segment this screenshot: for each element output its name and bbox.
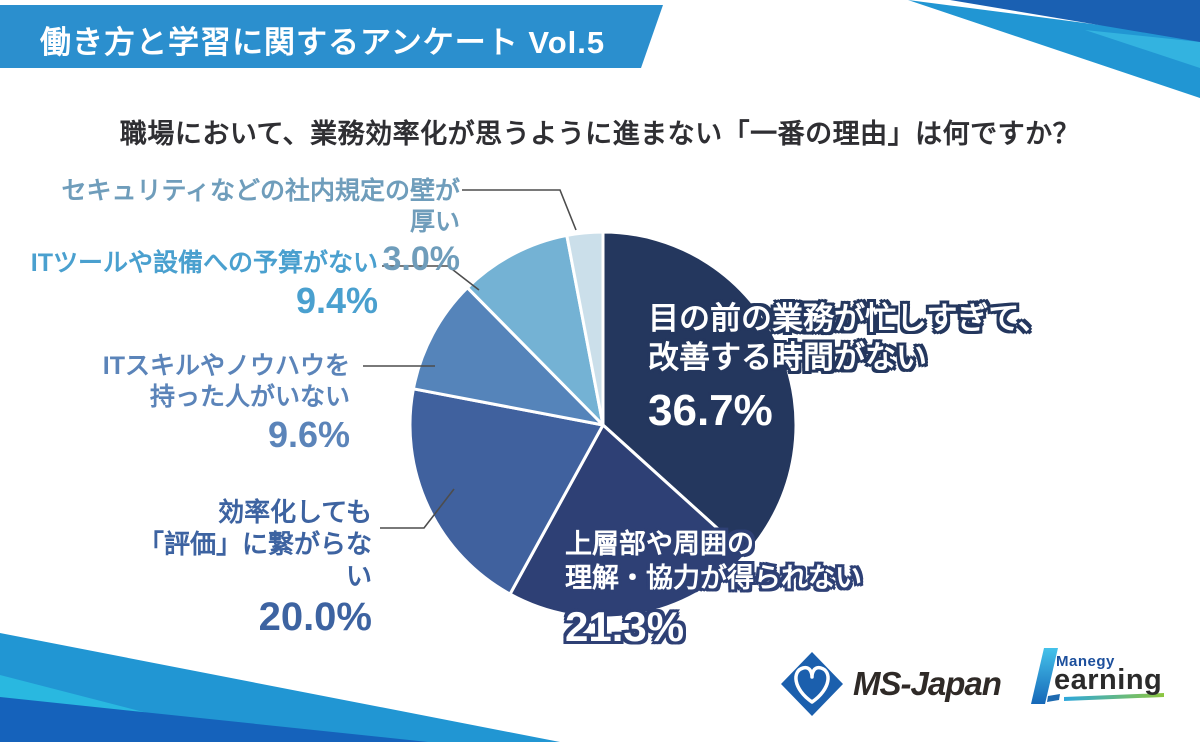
pie-slice — [565, 230, 605, 427]
pie-slice — [601, 230, 798, 556]
manegy-wordmark: Manegy — [1056, 653, 1115, 670]
callout-label: ITツールや設備への予算がない — [30, 249, 378, 277]
ms-japan-wordmark: MS-Japan — [853, 665, 1002, 702]
callout-it-budget: ITツールや設備への予算がない 9.4% — [30, 248, 378, 324]
callout-value: 20.0% — [258, 594, 372, 639]
callout-label: ITスキルやノウハウを — [102, 352, 350, 380]
connector-it-budget — [382, 265, 480, 291]
callout-value: 9.6% — [267, 414, 350, 455]
slice-label-line: 改善する時間がない — [648, 340, 927, 376]
pie-slice — [465, 233, 605, 427]
slice-label-busy: 目の前の業務が忙しすぎて、 改善する時間がない 36.7% — [648, 299, 1088, 439]
learning-wordmark: earning — [1054, 664, 1163, 696]
slice-value: 36.7% — [648, 386, 773, 436]
callout-label: 持った人がいない — [149, 383, 350, 411]
pie-slice — [408, 387, 605, 596]
slice-label-line: 目の前の業務が忙しすぎて、 — [648, 301, 1049, 336]
page-title: 職場において、業務効率化が思うように進まない「一番の理由」は何ですか？ — [119, 119, 1081, 149]
callout-label: 効率化しても — [218, 497, 372, 527]
slice-value: 21.3% — [565, 603, 685, 651]
slice-label-management: 上層部や周囲の 理解・協力が得られない 21.3% — [565, 527, 965, 654]
ms-japan-logo: MS-Japan — [779, 650, 1002, 718]
pie-slice — [508, 423, 748, 620]
callout-label: セキュリティなどの社内規定の壁が厚い — [61, 177, 460, 236]
callout-security: セキュリティなどの社内規定の壁が厚い 3.0% — [58, 176, 460, 280]
callout-hyouka: 効率化しても 「評価」に繋がらない 20.0% — [118, 496, 372, 642]
top-right-decoration — [908, 0, 1200, 98]
callout-value: 9.4% — [295, 280, 378, 321]
connector-hyouka — [380, 488, 455, 529]
pie-slice — [411, 286, 605, 427]
manegy-learning-logo: Manegy earning — [1028, 646, 1178, 712]
pie-chart — [408, 230, 798, 620]
callout-connectors — [363, 189, 577, 529]
ms-japan-diamond-icon — [781, 652, 843, 716]
connector-security — [462, 189, 577, 231]
header-banner — [0, 5, 663, 68]
slice-label-line: 上層部や周囲の — [565, 529, 754, 559]
callout-it-skill: ITスキルやノウハウを 持った人がいない 9.6% — [98, 351, 350, 458]
callout-value: 3.0% — [382, 240, 461, 278]
callout-label: 「評価」に繋がらない — [137, 529, 372, 592]
learning-l-icon — [1031, 648, 1164, 704]
slice-label-line: 理解・協力が得られない — [565, 563, 862, 594]
banner-title: 働き方と学習に関するアンケート Vol.5 — [40, 25, 606, 60]
bottom-left-decoration — [0, 633, 560, 742]
